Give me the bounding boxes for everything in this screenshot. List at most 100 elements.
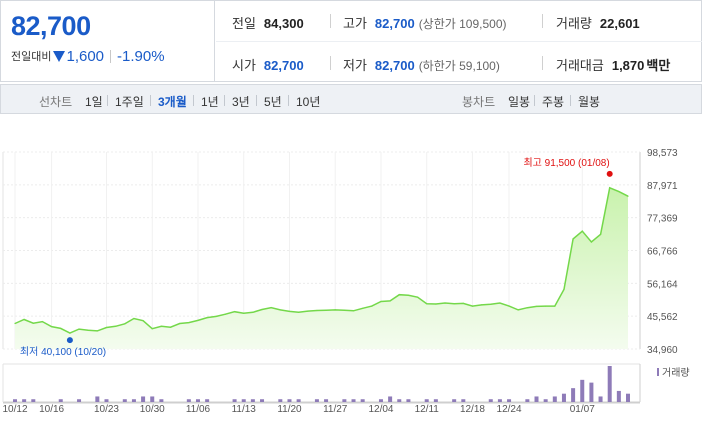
price-point [252, 311, 254, 313]
x-tick-label: 10/16 [39, 404, 64, 415]
price-point [618, 190, 620, 193]
volume-bar [351, 399, 356, 402]
price-point [371, 305, 373, 307]
current-price: 82,700 [11, 11, 91, 41]
period-1w[interactable]: 1주일 [115, 95, 144, 109]
price-point [471, 305, 474, 307]
volume-bar [342, 399, 347, 402]
price-point [197, 319, 199, 321]
price-area [15, 187, 628, 349]
volume-bar [552, 396, 557, 402]
candle-weekly[interactable]: 주봉 [542, 95, 565, 109]
volume-bar [397, 399, 402, 402]
price-point [508, 305, 510, 307]
price-point [87, 329, 89, 331]
x-axis: 10/12 10/16 10/23 10/30 11/06 11/13 11/20 11/27… [2, 402, 640, 415]
volume-bar [626, 393, 630, 402]
volume-bar [241, 399, 246, 402]
price-point [499, 302, 501, 304]
price-point [288, 310, 291, 313]
stat-open: 시가 82,700 [232, 55, 304, 74]
low-marker [66, 337, 73, 344]
period-1d[interactable]: 1일 [85, 95, 103, 109]
volume-bar [314, 399, 319, 402]
price-point [224, 313, 227, 315]
price-point [316, 309, 318, 312]
price-point [307, 310, 309, 312]
period-5y[interactable]: 5년 [264, 95, 282, 109]
volume-bar [232, 399, 237, 402]
volume-bar [31, 399, 36, 402]
price-point [133, 317, 135, 320]
price-point [142, 320, 144, 322]
divider [288, 95, 289, 106]
volume-bar [461, 399, 466, 402]
price-chart: 98,573 87,971 77,369 66,766 56,164 45,562 34,9… [2, 148, 690, 415]
price-point [325, 309, 327, 311]
price-point [179, 322, 181, 325]
price-point [545, 305, 547, 307]
high-marker [606, 170, 613, 177]
volume-bar [150, 396, 155, 402]
x-tick-label: 12/18 [460, 404, 485, 415]
stat-prev-close: 전일 84,300 [232, 13, 304, 32]
price-point [517, 309, 519, 311]
period-toolbar: 선차트 1일 1주일 3개월 1년 3년 5년 10년 봉차트 일봉 주봉 월봉 [0, 84, 702, 114]
price-line [14, 186, 629, 334]
x-tick-label: 12/04 [368, 404, 393, 415]
divider [216, 41, 702, 42]
y-tick-label: 66,766 [647, 247, 678, 258]
divider [570, 95, 571, 106]
divider [330, 14, 331, 28]
volume-bar [159, 399, 164, 402]
volume-bar [488, 399, 493, 402]
line-chart-label: 선차트 [39, 95, 73, 109]
change-percent: -1.90% [117, 48, 165, 65]
x-tick-label: 10/12 [2, 404, 27, 415]
volume-bar [607, 366, 612, 402]
stat-label: 전일 [232, 16, 256, 31]
price-point [206, 316, 208, 319]
price-point [243, 312, 245, 314]
price-point [426, 303, 428, 305]
lower-limit-note: (하한가 59,100) [418, 59, 500, 73]
volume-bar [186, 399, 191, 402]
y-tick-label: 34,960 [647, 345, 678, 356]
period-3y[interactable]: 3년 [232, 95, 250, 109]
low-label: 최저 40,100 (10/20) [20, 346, 106, 358]
price-point [343, 309, 345, 311]
divider [534, 95, 535, 106]
period-3m[interactable]: 3개월 [158, 95, 187, 109]
candle-chart-label: 봉차트 [462, 95, 496, 109]
volume-bar [497, 399, 502, 402]
annotations: 최고 91,500 (01/08) 최저 40,100 (10/20) [20, 157, 613, 358]
price-point [78, 328, 80, 330]
price-point [160, 325, 162, 327]
price-point [554, 305, 556, 307]
candle-monthly[interactable]: 월봉 [578, 95, 601, 109]
divider [542, 56, 543, 70]
period-10y[interactable]: 10년 [296, 95, 321, 109]
volume-bar [378, 399, 383, 402]
volume-bar [598, 396, 603, 402]
y-tick-label: 56,164 [647, 279, 678, 290]
volume-panel: 거래량 [2, 363, 690, 403]
price-series [14, 186, 629, 349]
price-point [462, 302, 464, 304]
stat-label: 거래대금 [556, 58, 604, 73]
x-tick-label: 01/07 [570, 404, 595, 415]
stat-low: 저가 82,700 (하한가 59,100) [343, 55, 500, 74]
price-point [627, 195, 629, 197]
volume-label: 거래량 [662, 367, 690, 379]
period-1y[interactable]: 1년 [201, 95, 219, 109]
price-point [96, 330, 98, 332]
volume-bar [250, 399, 255, 402]
volume-bar [58, 399, 63, 402]
price-point [352, 310, 355, 312]
candle-daily[interactable]: 일봉 [508, 95, 531, 109]
price-point [416, 296, 419, 298]
volume-bar [543, 399, 548, 402]
volume-bar [452, 399, 457, 402]
volume-bar [260, 399, 265, 402]
stat-label: 저가 [343, 58, 367, 73]
